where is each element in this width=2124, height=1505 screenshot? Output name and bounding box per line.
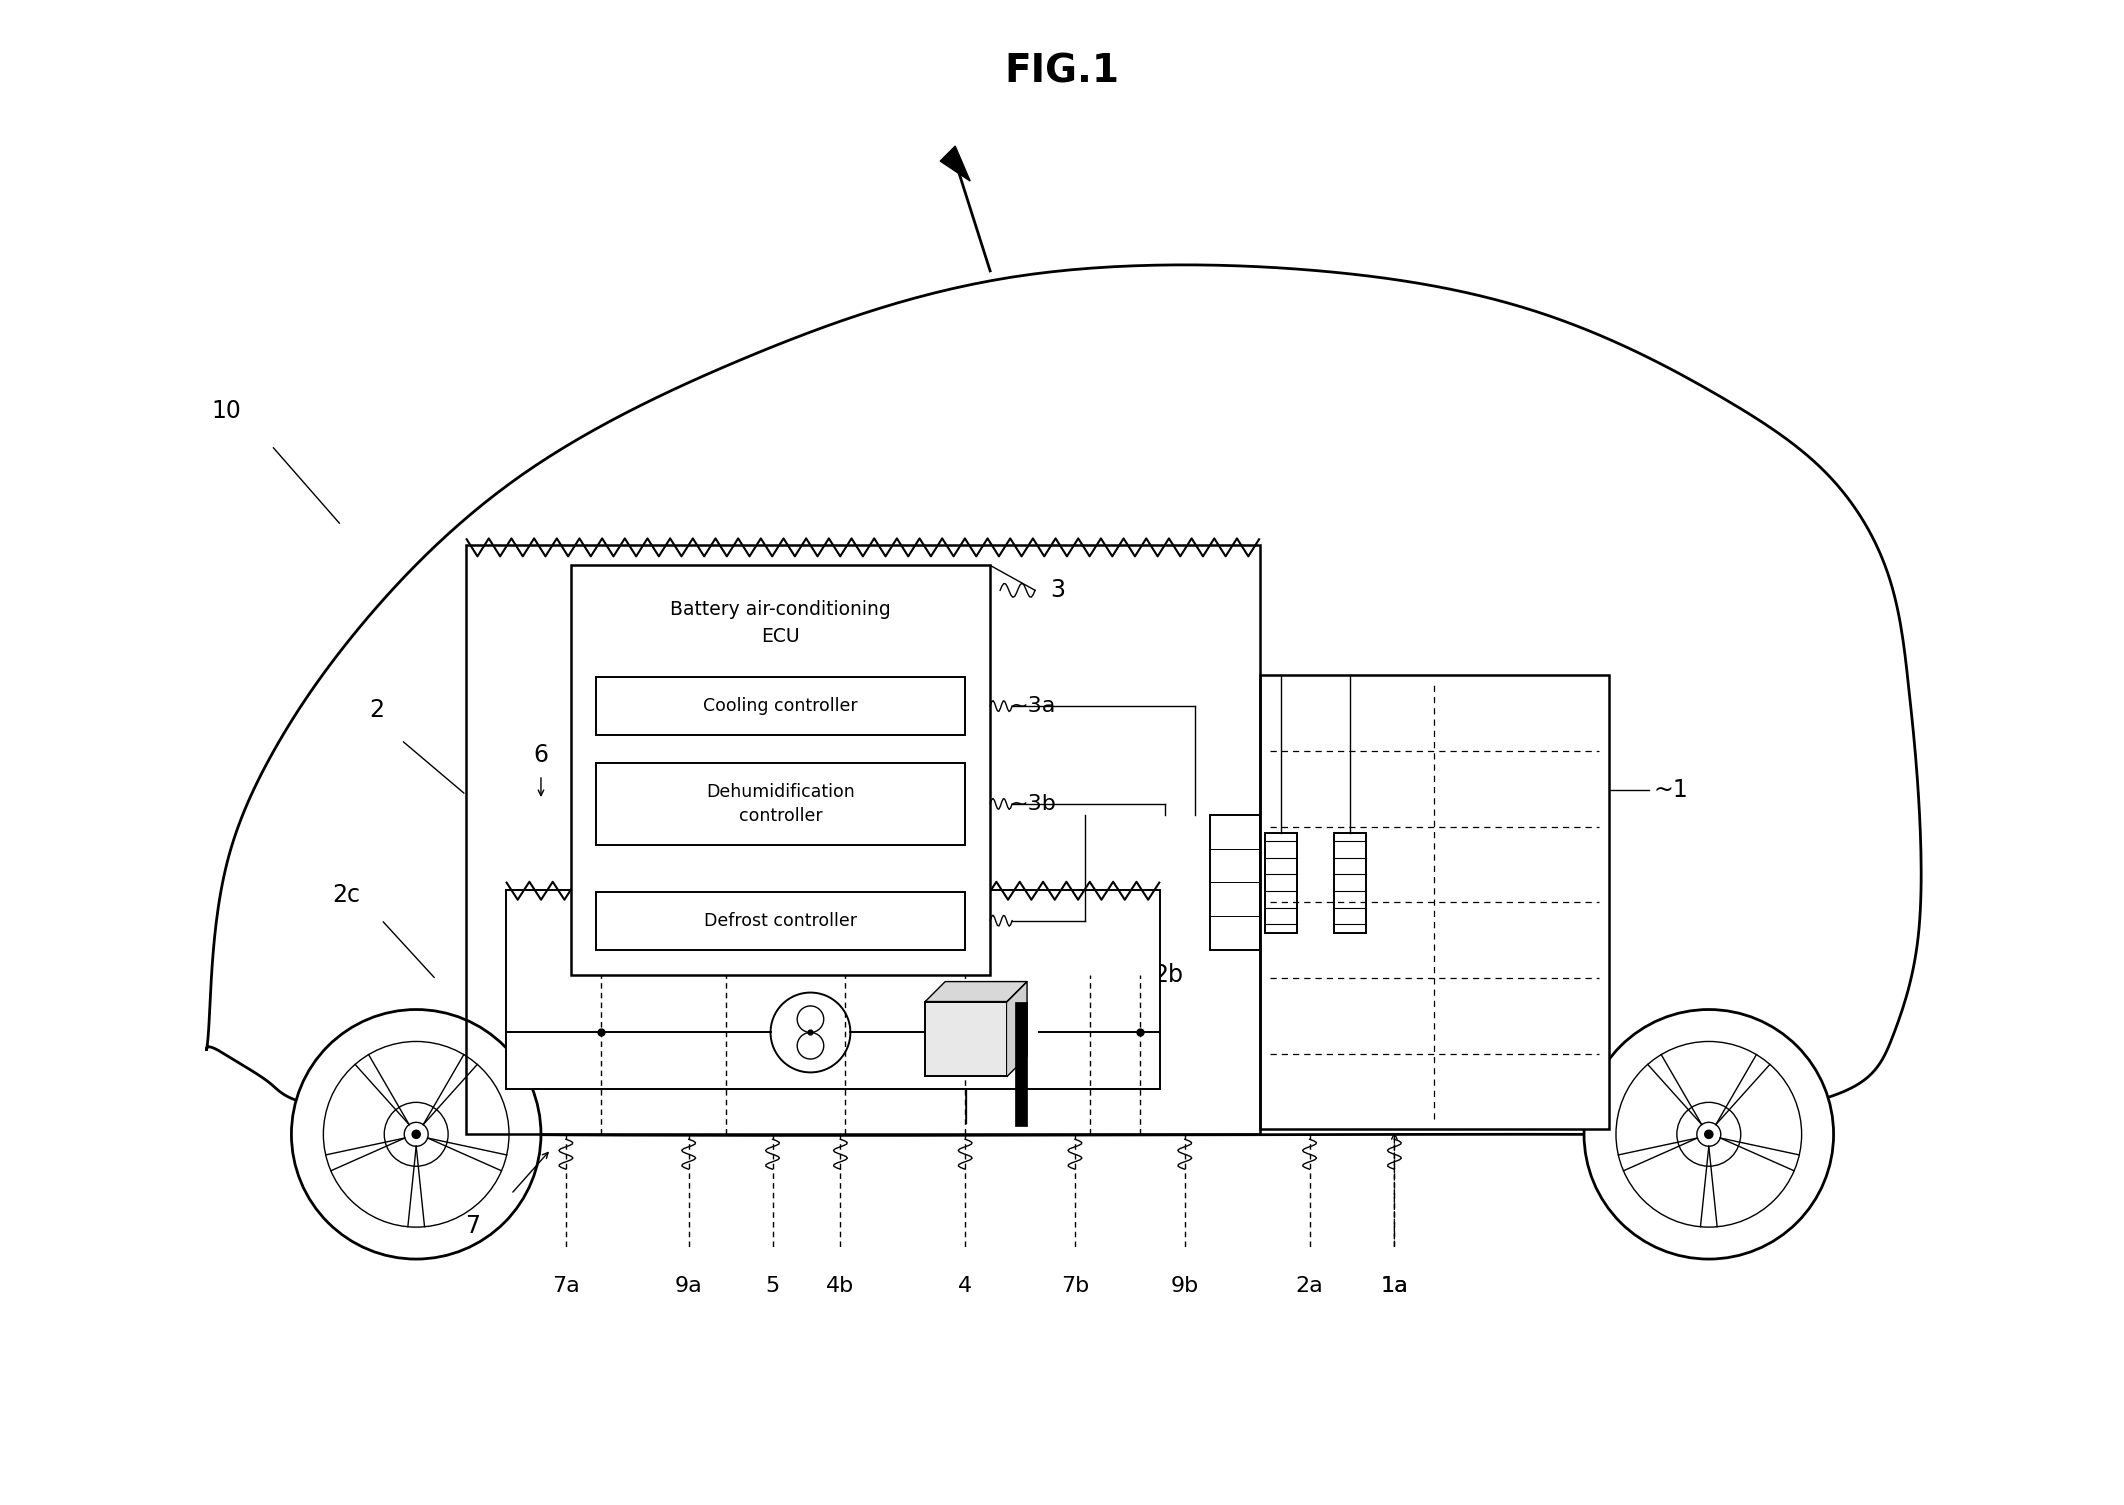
Bar bbox=[597, 763, 964, 844]
Text: 1a: 1a bbox=[1381, 1276, 1408, 1296]
Circle shape bbox=[291, 1010, 542, 1260]
Text: 9a: 9a bbox=[675, 1276, 703, 1296]
Text: Cooling controller: Cooling controller bbox=[703, 697, 858, 715]
Bar bbox=[1260, 676, 1610, 1129]
Polygon shape bbox=[941, 146, 971, 181]
Text: 7a: 7a bbox=[552, 1276, 580, 1296]
Text: 2b: 2b bbox=[1153, 963, 1183, 987]
Bar bbox=[926, 1001, 1007, 1076]
Bar bbox=[597, 892, 964, 950]
Text: 2a: 2a bbox=[1296, 1276, 1323, 1296]
Bar bbox=[1211, 814, 1260, 950]
Text: 12: 12 bbox=[1336, 954, 1366, 978]
Text: 7b: 7b bbox=[1060, 1276, 1090, 1296]
Text: FIG.1: FIG.1 bbox=[1005, 53, 1119, 90]
Text: Defrost controller: Defrost controller bbox=[703, 912, 856, 930]
Text: ~3c: ~3c bbox=[1011, 911, 1056, 930]
Text: ~3a: ~3a bbox=[1011, 697, 1056, 716]
Text: ~1: ~1 bbox=[1655, 778, 1689, 802]
Text: 4: 4 bbox=[958, 1276, 973, 1296]
Text: 5: 5 bbox=[765, 1276, 780, 1296]
Text: 3: 3 bbox=[1049, 578, 1064, 602]
Circle shape bbox=[412, 1130, 421, 1139]
Text: 4a: 4a bbox=[901, 858, 930, 882]
Text: Dehumidification
controller: Dehumidification controller bbox=[705, 783, 854, 825]
Circle shape bbox=[1703, 1130, 1714, 1139]
Polygon shape bbox=[1007, 981, 1028, 1076]
Bar bbox=[597, 677, 964, 734]
Bar bbox=[1264, 832, 1296, 933]
Text: 2: 2 bbox=[370, 698, 384, 722]
Text: 2c: 2c bbox=[331, 883, 361, 906]
Bar bbox=[571, 566, 990, 975]
Text: ~3b: ~3b bbox=[1011, 795, 1058, 814]
Text: 4b: 4b bbox=[826, 1276, 854, 1296]
Bar bbox=[1334, 832, 1366, 933]
Text: 11: 11 bbox=[1266, 954, 1296, 978]
Text: 9b: 9b bbox=[1170, 1276, 1198, 1296]
Circle shape bbox=[1585, 1010, 1833, 1260]
Text: Battery air-conditioning
ECU: Battery air-conditioning ECU bbox=[671, 600, 890, 646]
Polygon shape bbox=[926, 981, 1028, 1001]
Bar bbox=[1015, 1001, 1028, 1126]
Bar bbox=[506, 889, 1160, 1090]
Text: 10: 10 bbox=[212, 399, 242, 423]
Text: 7: 7 bbox=[465, 1215, 480, 1239]
Text: 1a: 1a bbox=[1381, 1276, 1408, 1296]
Text: 6: 6 bbox=[533, 743, 548, 768]
Bar bbox=[465, 545, 1260, 1135]
